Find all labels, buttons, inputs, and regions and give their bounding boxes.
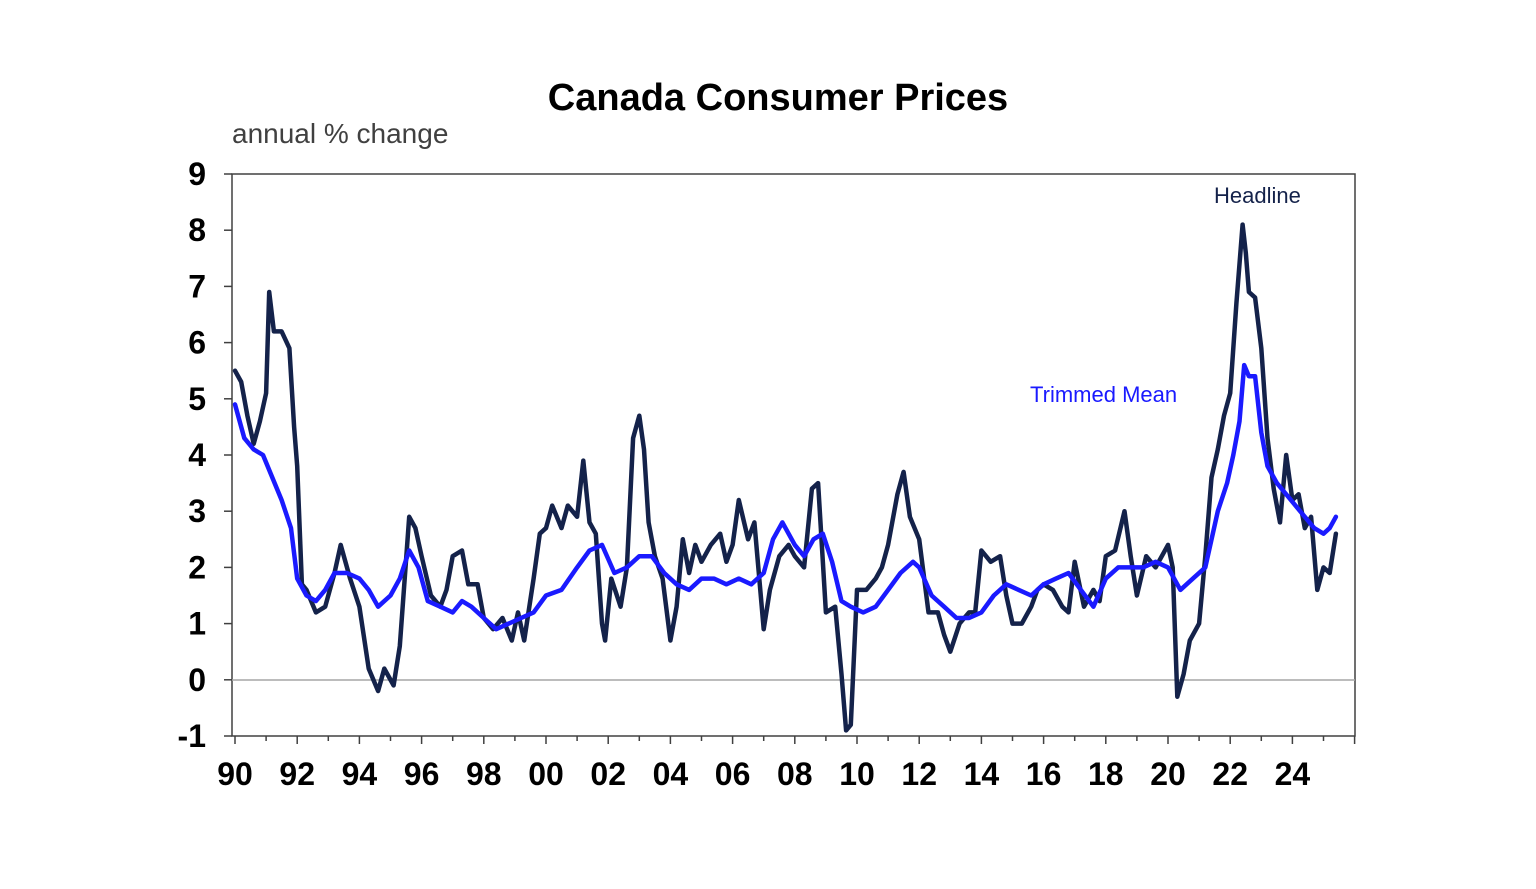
y-tick-label: 0 xyxy=(188,662,206,698)
series-layer xyxy=(232,222,1339,733)
headline-label: Headline xyxy=(1214,183,1301,208)
x-tick-label: 04 xyxy=(653,756,689,792)
x-tick-label: 18 xyxy=(1088,756,1124,792)
trimmed-mean-label: Trimmed Mean xyxy=(1030,382,1177,407)
x-tick-label: 24 xyxy=(1275,756,1311,792)
x-tick-label: 96 xyxy=(404,756,440,792)
y-axis: 9 8 7 6 5 4 3 2 1 0 -1 xyxy=(178,156,232,754)
y-tick-label: 2 xyxy=(188,549,206,585)
x-tick-label: 02 xyxy=(590,756,626,792)
y-tick-label: 7 xyxy=(188,268,206,304)
x-tick-label: 90 xyxy=(217,756,253,792)
x-tick-label: 98 xyxy=(466,756,502,792)
x-tick-label: 20 xyxy=(1150,756,1186,792)
x-tick-label: 92 xyxy=(279,756,315,792)
x-tick-label: 94 xyxy=(342,756,378,792)
y-tick-label: -1 xyxy=(178,718,206,754)
x-tick-label: 16 xyxy=(1026,756,1062,792)
x-tick-label: 12 xyxy=(901,756,937,792)
trimmed-mean-line xyxy=(232,362,1339,632)
x-tick-label: 06 xyxy=(715,756,751,792)
y-tick-label: 5 xyxy=(188,381,206,417)
x-tick-label: 10 xyxy=(839,756,875,792)
x-tick-label: 00 xyxy=(528,756,564,792)
y-tick-label: 8 xyxy=(188,212,206,248)
chart-title: Canada Consumer Prices xyxy=(548,77,1008,119)
x-tick-label: 08 xyxy=(777,756,813,792)
x-tick-label: 22 xyxy=(1212,756,1248,792)
headline-line xyxy=(232,222,1339,733)
y-tick-label: 6 xyxy=(188,325,206,361)
x-tick-label: 14 xyxy=(964,756,1000,792)
x-axis: 90 92 94 96 98 00 02 04 06 08 10 12 14 16 18 20 22 24 xyxy=(217,736,1356,792)
y-tick-label: 3 xyxy=(188,493,206,529)
y-tick-label: 4 xyxy=(188,437,206,473)
y-tick-label: 1 xyxy=(188,606,206,642)
chart-subtitle: annual % change xyxy=(232,118,448,149)
y-tick-label: 9 xyxy=(188,156,206,192)
